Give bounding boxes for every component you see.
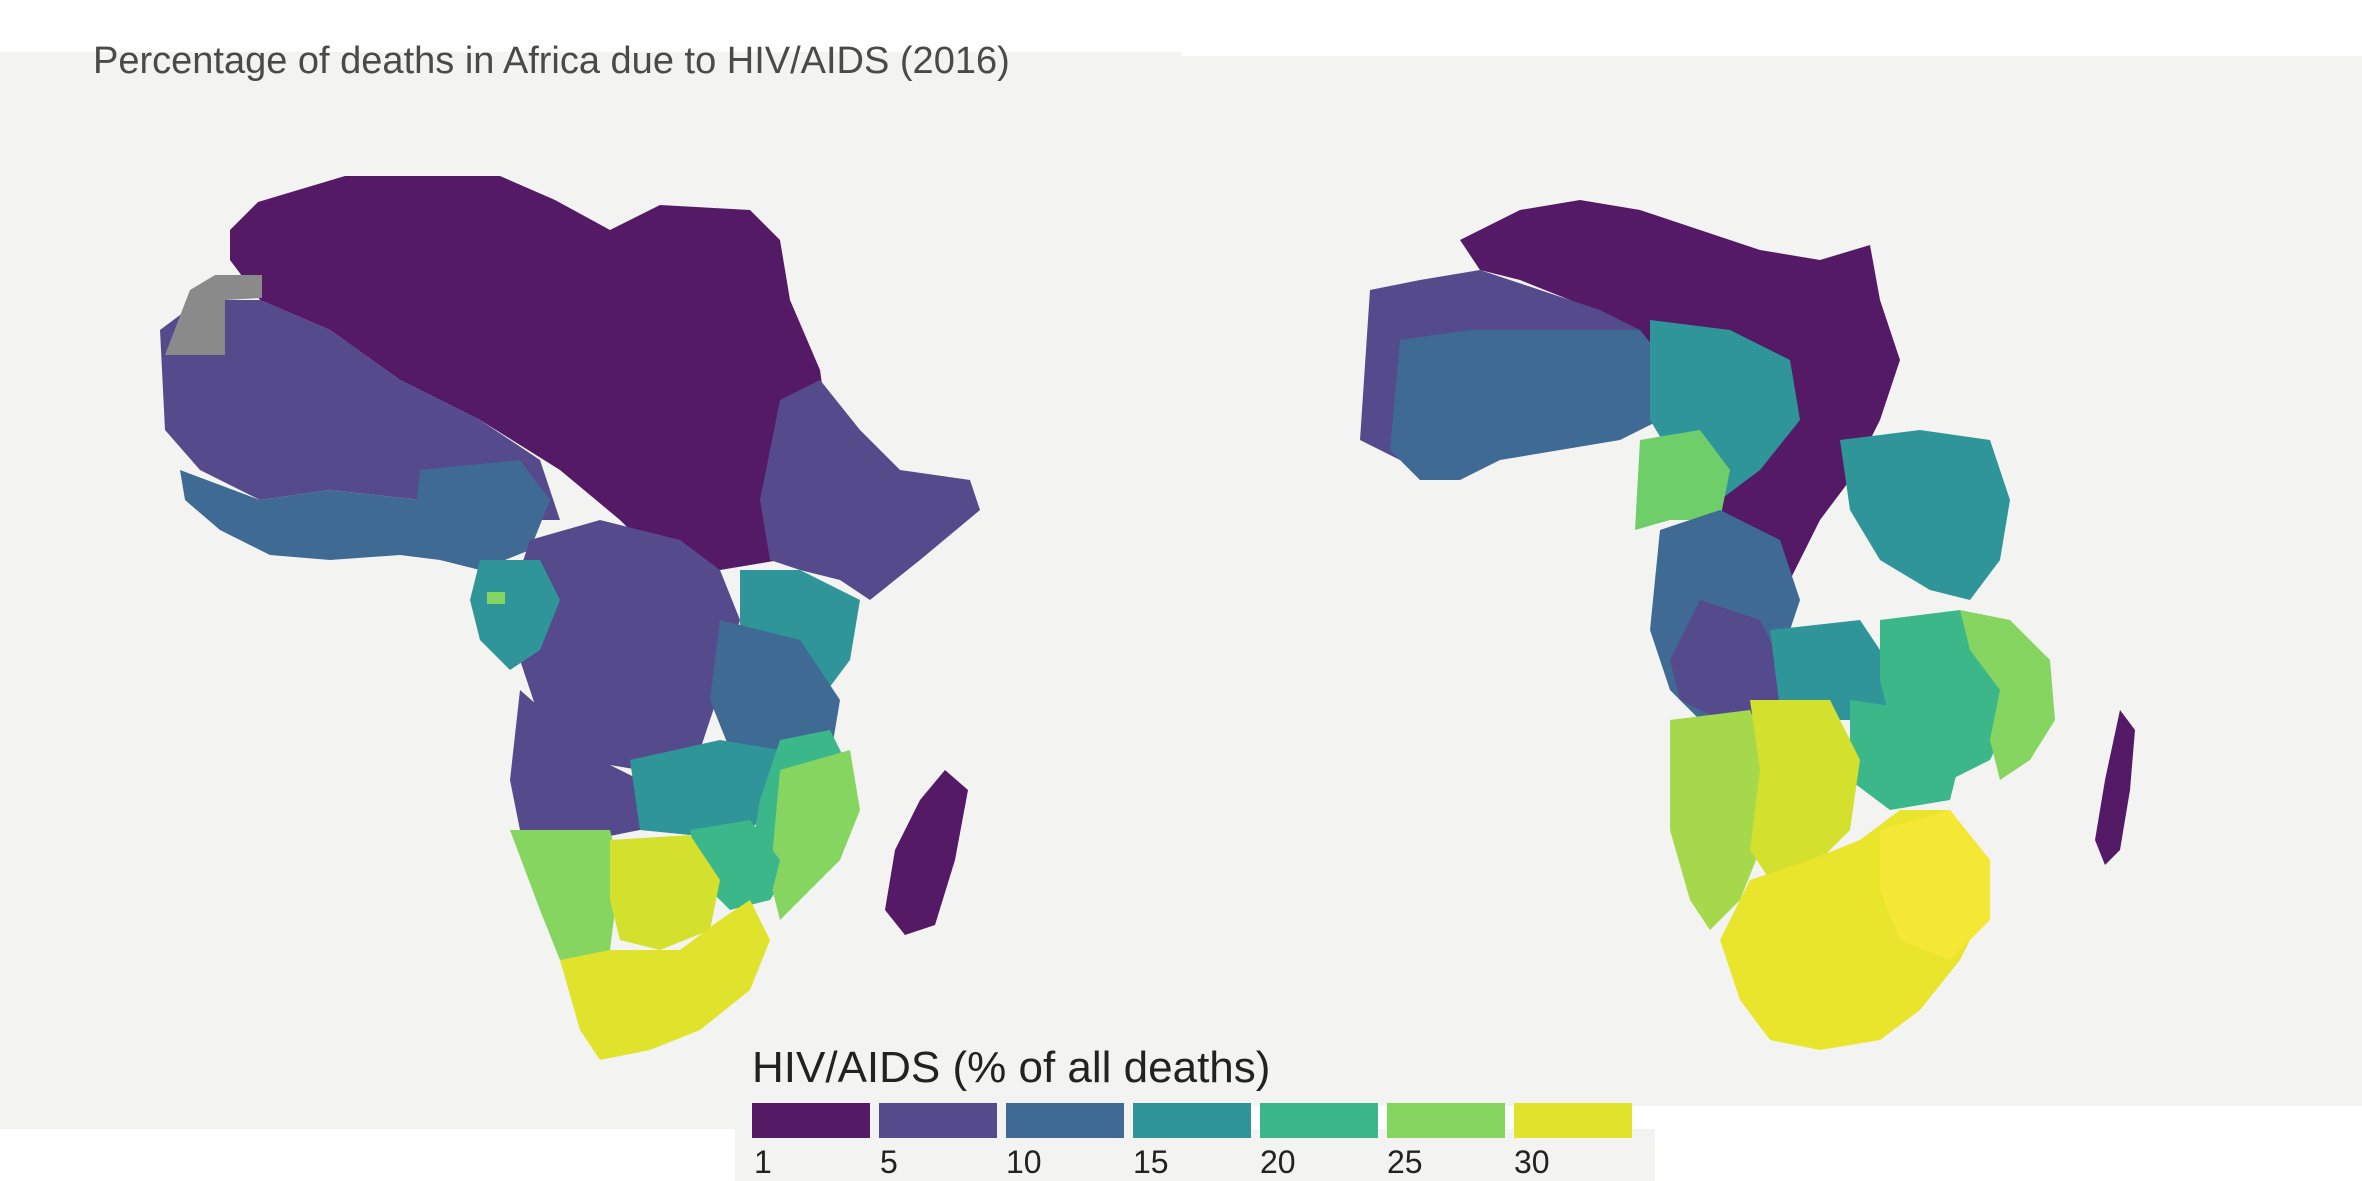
cartogram-map [1360, 200, 2135, 1050]
cartogram-angola-drc[interactable] [1670, 600, 1790, 720]
legend-swatch-20 [1260, 1103, 1378, 1138]
region-western-sahara[interactable] [165, 275, 262, 355]
region-zambia[interactable] [630, 740, 790, 835]
cartogram-west-coast[interactable] [1390, 330, 1680, 480]
legend-swatch-5 [879, 1103, 997, 1138]
legend-title: HIV/AIDS (% of all deaths) [752, 1043, 1271, 1092]
choropleth-map [160, 176, 980, 1060]
legend-label-25: 25 [1387, 1144, 1423, 1180]
region-central-africa[interactable] [510, 520, 740, 770]
region-madagascar[interactable] [885, 770, 968, 935]
legend-swatch-10 [1006, 1103, 1124, 1138]
legend-label-30: 30 [1514, 1144, 1550, 1180]
region-nigeria[interactable] [415, 460, 550, 570]
region-mozambique-coast[interactable] [770, 750, 860, 920]
cartogram-zimbabwe[interactable] [1850, 700, 1960, 810]
region-sahel[interactable] [160, 300, 560, 520]
legend-swatch-25 [1387, 1103, 1505, 1138]
region-equatorial-guinea[interactable] [487, 592, 505, 604]
legend-swatch-1 [752, 1103, 870, 1138]
region-tanzania[interactable] [710, 620, 840, 770]
cartogram-botswana[interactable] [1750, 700, 1860, 880]
cartogram-namibia[interactable] [1670, 710, 1770, 930]
cartogram-cameroon-gabon[interactable] [1635, 430, 1730, 530]
legend-swatch-30 [1514, 1103, 1632, 1138]
region-north-africa[interactable] [230, 176, 830, 570]
legend-label-20: 20 [1260, 1144, 1296, 1180]
region-south-africa[interactable] [560, 900, 770, 1060]
cartogram-zambia[interactable] [1770, 620, 1900, 720]
cartogram-lesotho[interactable] [1880, 810, 1990, 960]
legend-label-1: 1 [754, 1144, 772, 1180]
legend-label-15: 15 [1133, 1144, 1169, 1180]
cartogram-east-africa[interactable] [1840, 430, 2010, 600]
region-botswana[interactable] [610, 835, 720, 950]
region-cameroon-gabon[interactable] [470, 560, 560, 670]
legend-label-5: 5 [880, 1144, 898, 1180]
cartogram-madagascar[interactable] [2095, 710, 2135, 865]
region-horn[interactable] [760, 380, 980, 600]
region-namibia[interactable] [510, 830, 620, 980]
chart-title: Percentage of deaths in Africa due to HI… [93, 40, 1010, 82]
legend-swatch-15 [1133, 1103, 1251, 1138]
cartogram-malawi[interactable] [1960, 610, 2055, 780]
legend-label-10: 10 [1006, 1144, 1042, 1180]
region-west-coast[interactable] [180, 470, 470, 560]
region-angola[interactable] [510, 690, 640, 840]
